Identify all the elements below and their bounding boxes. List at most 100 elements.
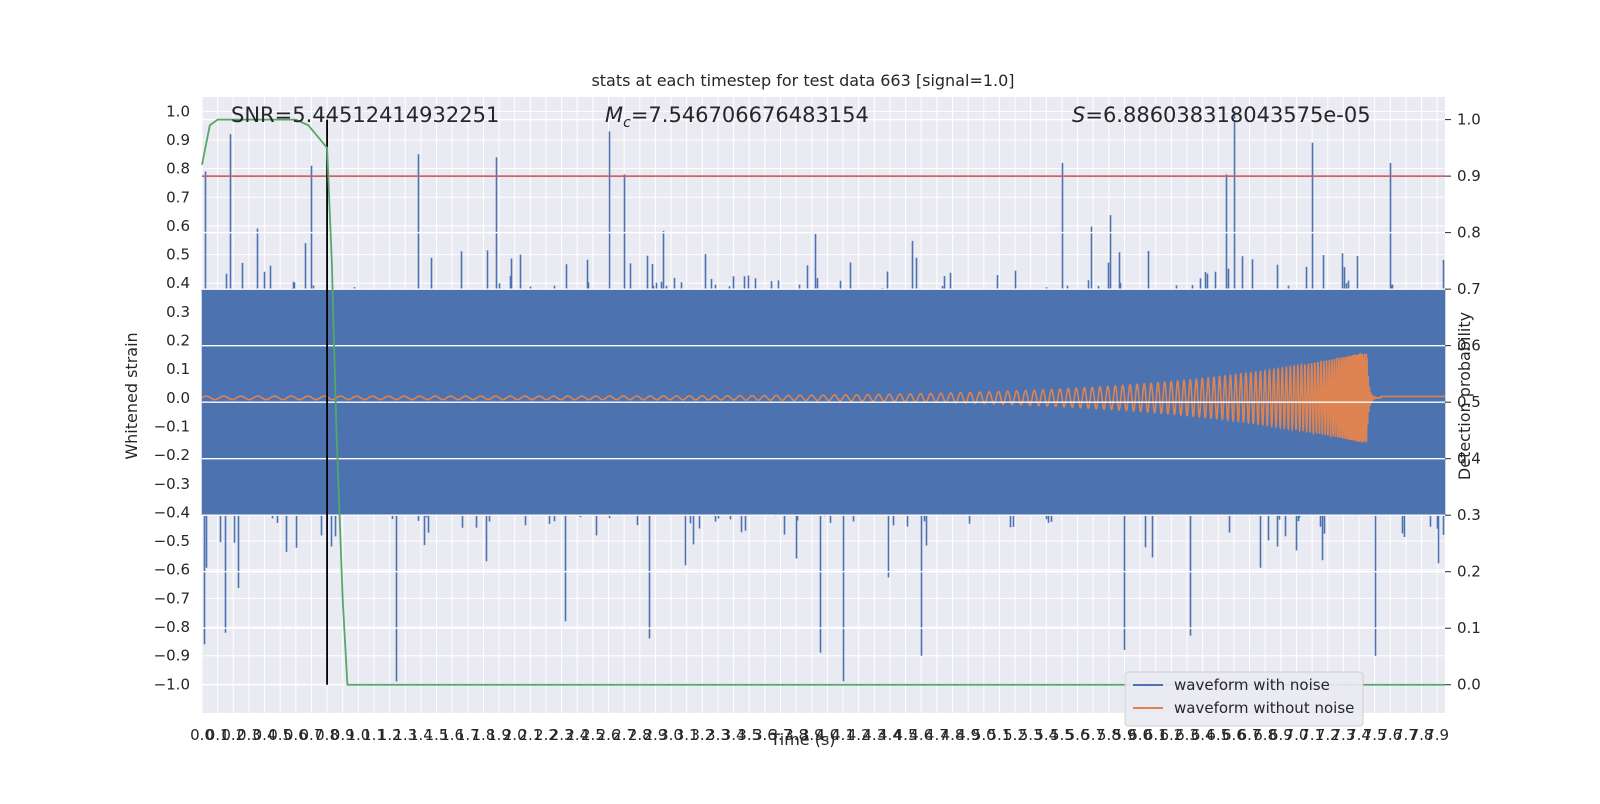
y-right-tick-label: 0.3 (1457, 506, 1481, 524)
x-tick-label: 4.0 (815, 726, 839, 744)
legend-label-noisy: waveform with noise (1174, 676, 1330, 694)
x-tick-label: 2.1 (518, 726, 542, 744)
x-tick-label: 5.4 (1034, 726, 1058, 744)
x-tick-label: 0.0 (190, 726, 214, 744)
x-tick-label: 1.0 (346, 726, 370, 744)
y-right-tick-label: 0.6 (1457, 337, 1481, 355)
y-left-tick-label: 0.4 (166, 274, 190, 292)
x-tick-label: 2.0 (503, 726, 527, 744)
x-tick-label: 4.7 (925, 726, 949, 744)
x-tick-label: 7.5 (1363, 726, 1387, 744)
y-left-tick-label: 0.7 (166, 188, 190, 206)
y-axis-label-left: Whitened strain (122, 332, 141, 459)
y-right-tick-label: 0.4 (1457, 450, 1481, 468)
x-tick-label: 3.7 (769, 726, 793, 744)
x-tick-label: 4.5 (894, 726, 918, 744)
y-left-tick-label: −0.9 (154, 647, 190, 665)
x-tick-label: 0.1 (206, 726, 230, 744)
y-right-tick-label: 0.2 (1457, 563, 1481, 581)
x-tick-labels: 0.00.10.20.30.40.50.60.70.80.91.01.11.2 1… (190, 726, 1449, 744)
x-tick-label: 5.6 (1066, 726, 1090, 744)
x-tick-label: 5.2 (1003, 726, 1027, 744)
x-tick-label: 0.6 (284, 726, 308, 744)
x-tick-label: 5.0 (972, 726, 996, 744)
x-tick-label: 0.4 (253, 726, 277, 744)
x-tick-label: 4.9 (956, 726, 980, 744)
y-right-tick-label: 0.9 (1457, 167, 1481, 185)
y-right-tick-labels: 0.0 0.1 0.2 0.3 0.4 0.5 0.6 0.7 0.8 0.9 1.0 (1445, 111, 1481, 694)
x-tick-label: 1.5 (425, 726, 449, 744)
x-tick-label: 7.8 (1410, 726, 1434, 744)
x-tick-label: 0.7 (300, 726, 324, 744)
overlay-lines (201, 118, 1445, 686)
x-tick-label: 7.1 (1300, 726, 1324, 744)
y-left-tick-label: −0.4 (154, 503, 190, 521)
x-tick-label: 2.5 (581, 726, 605, 744)
y-left-tick-label: 0.5 (166, 246, 190, 264)
x-tick-label: 7.0 (1285, 726, 1309, 744)
x-tick-label: 1.9 (487, 726, 511, 744)
x-tick-label: 1.7 (456, 726, 480, 744)
x-tick-label: 3.2 (690, 726, 714, 744)
x-tick-label: 1.4 (409, 726, 433, 744)
x-tick-label: 2.8 (628, 726, 652, 744)
x-tick-label: 3.4 (722, 726, 746, 744)
y-left-tick-label: −0.6 (154, 561, 190, 579)
x-tick-label: 1.1 (362, 726, 386, 744)
y-left-tick-label: 0.6 (166, 217, 190, 235)
y-left-tick-label: 1.0 (166, 102, 190, 120)
x-tick-label: 0.8 (315, 726, 339, 744)
x-tick-label: 1.6 (440, 726, 464, 744)
x-tick-label: 6.1 (1144, 726, 1168, 744)
x-tick-label: 3.5 (737, 726, 761, 744)
y-left-tick-label: 0.8 (166, 160, 190, 178)
x-tick-label: 4.3 (862, 726, 886, 744)
x-tick-label: 6.4 (1191, 726, 1215, 744)
x-tick-label: 7.7 (1394, 726, 1418, 744)
y-left-tick-labels: −1.0 −0.9 −0.8 −0.7 −0.6 −0.5 −0.4 −0.3 −0.2 −0.1… (154, 102, 190, 693)
x-tick-label: 4.4 (878, 726, 902, 744)
x-tick-label: 0.5 (268, 726, 292, 744)
y-left-tick-label: 0.1 (166, 360, 190, 378)
y-left-tick-label: −0.1 (154, 417, 190, 435)
x-tick-label: 1.8 (472, 726, 496, 744)
y-right-tick-label: 0.7 (1457, 280, 1481, 298)
x-tick-label: 5.3 (1019, 726, 1043, 744)
x-tick-label: 6.9 (1269, 726, 1293, 744)
x-tick-label: 5.8 (1097, 726, 1121, 744)
x-tick-label: 3.9 (800, 726, 824, 744)
y-axis-label-right: Detection probability (1455, 312, 1474, 480)
x-tick-label: 4.8 (941, 726, 965, 744)
legend-box (1124, 671, 1364, 727)
clean-waveform-line (201, 353, 1445, 443)
x-tick-label: 2.4 (565, 726, 589, 744)
x-tick-label: 2.3 (550, 726, 574, 744)
x-tick-label: 0.3 (237, 726, 261, 744)
x-axis-label: Time (s) (769, 730, 835, 749)
x-tick-label: 4.1 (831, 726, 855, 744)
x-tick-label: 3.8 (784, 726, 808, 744)
x-tick-label: 0.9 (331, 726, 355, 744)
clean-waveform-series (201, 353, 1445, 443)
x-tick-label: 3.3 (706, 726, 730, 744)
x-tick-label: 5.7 (1081, 726, 1105, 744)
x-tick-label: 3.6 (753, 726, 777, 744)
x-tick-label: 0.2 (221, 726, 245, 744)
x-tick-label: 7.6 (1378, 726, 1402, 744)
x-tick-label: 5.5 (1050, 726, 1074, 744)
y-left-tick-label: −0.3 (154, 475, 190, 493)
x-tick-label: 5.1 (987, 726, 1011, 744)
y-left-tick-label: 0.3 (166, 303, 190, 321)
x-tick-label: 1.2 (378, 726, 402, 744)
detection-probability-line (201, 118, 1445, 686)
x-tick-label: 7.3 (1331, 726, 1355, 744)
y-left-tick-label: 0.2 (166, 332, 190, 350)
y-left-tick-label: −0.7 (154, 589, 190, 607)
x-tick-label: 6.0 (1128, 726, 1152, 744)
legend-label-clean: waveform without noise (1174, 699, 1354, 717)
y-right-tick-label: 0.0 (1457, 676, 1481, 694)
y-left-tick-label: −0.2 (154, 446, 190, 464)
y-left-tick-label: −0.5 (154, 532, 190, 550)
y-left-tick-label: −1.0 (154, 675, 190, 693)
